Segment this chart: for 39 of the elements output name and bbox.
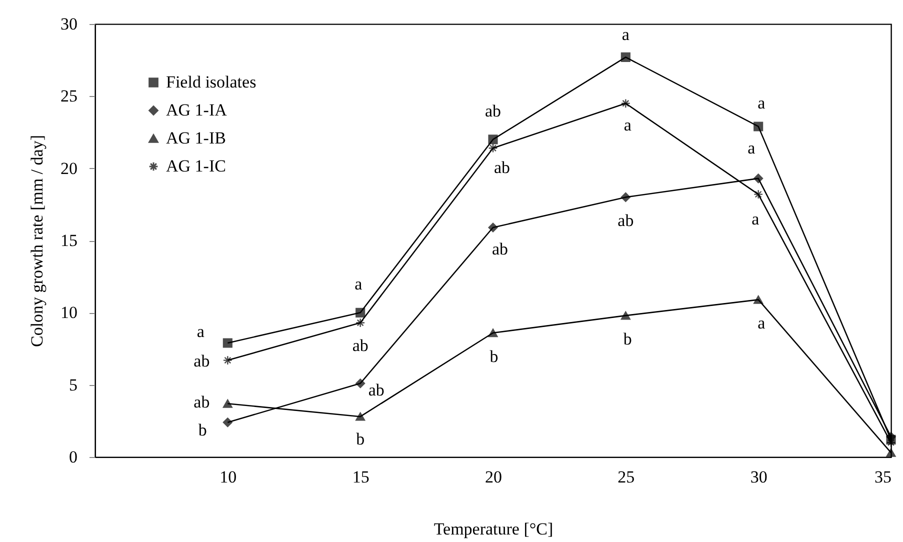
legend-label: Field isolates: [166, 72, 256, 92]
legend-label: AG 1-IA: [166, 100, 228, 120]
annotation: a: [758, 314, 766, 333]
x-tick-label: 35: [874, 468, 892, 486]
annotation: a: [748, 138, 756, 158]
y-tick-label: 20: [60, 158, 78, 178]
annotation: ab: [494, 158, 510, 178]
x-tick-label: 10: [220, 468, 237, 486]
annotation: a: [624, 115, 632, 134]
annotation: b: [490, 346, 498, 366]
annotation: a: [752, 209, 760, 228]
x-tick-label: 15: [352, 468, 370, 486]
x-tick-label: 20: [485, 468, 502, 486]
y-axis-title: Colony growth rate [mm / day]: [28, 135, 46, 347]
y-tick-label: 15: [60, 231, 78, 250]
y-tick-label: 10: [60, 303, 78, 322]
annotation: ab: [618, 211, 634, 230]
annotation: a: [354, 274, 363, 294]
legend-label: AG 1-IB: [166, 128, 226, 148]
y-tick-label: 5: [69, 375, 78, 394]
annotation: b: [623, 330, 632, 349]
annotation: a: [622, 25, 630, 44]
y-tick-label: 0: [69, 448, 78, 466]
annotation: b: [198, 420, 207, 440]
annotation: ab: [194, 351, 210, 370]
x-tick-label: 25: [618, 468, 635, 486]
annotation: a: [196, 322, 205, 341]
annotation: ab: [368, 380, 384, 400]
annotation: ab: [352, 336, 368, 355]
annotation: a: [758, 93, 766, 112]
x-axis-title: Temperature [°C]: [434, 520, 554, 538]
y-tick-label: 25: [60, 86, 78, 106]
legend-label: AG 1-IC: [166, 156, 226, 176]
x-tick-label: 30: [750, 468, 768, 486]
y-tick-label: 30: [60, 14, 78, 34]
annotation: ab: [492, 240, 508, 259]
annotation: b: [356, 430, 365, 449]
annotation: ab: [484, 101, 502, 120]
annotation: ab: [194, 392, 210, 412]
